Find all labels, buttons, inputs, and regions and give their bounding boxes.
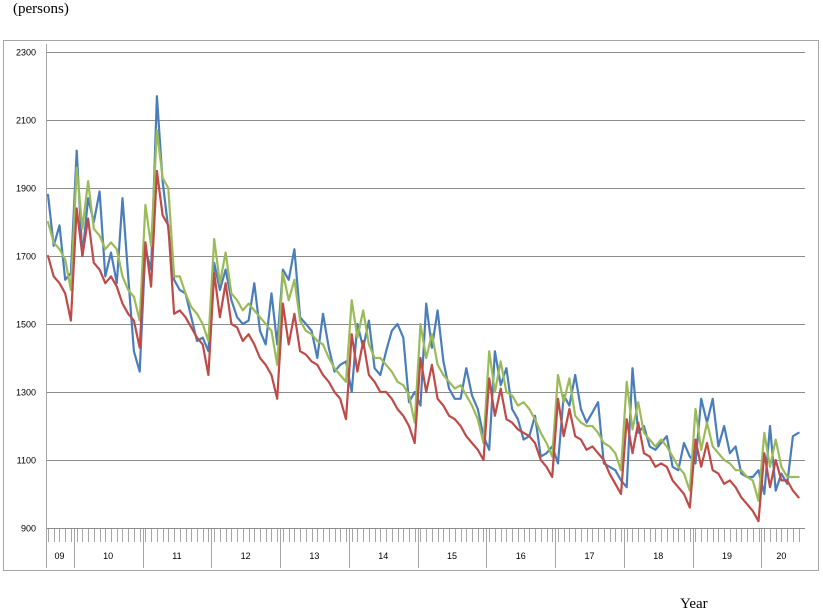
y-tick-label: 1900 [16, 184, 36, 194]
x-axis-title: Year [680, 596, 708, 612]
y-axis: 900 1100 1300 1500 1700 1900 2100 2300 [16, 44, 47, 568]
plot-frame [3, 40, 819, 571]
series-line [46, 129, 800, 502]
y-tick-label: 1700 [16, 252, 36, 262]
x-tick-label: 19 [722, 551, 732, 561]
x-tick-label: 10 [103, 551, 113, 561]
y-tick-label: 1500 [16, 320, 36, 330]
x-tick-label: 17 [584, 551, 594, 561]
y-tick-label: 900 [21, 524, 36, 534]
series-line [46, 169, 800, 523]
x-tick-label: 12 [241, 551, 251, 561]
y-tick-label: 1100 [17, 456, 36, 466]
y-tick-label: 2100 [16, 116, 36, 126]
x-tick-label: 14 [378, 551, 388, 561]
x-axis: 09 10 11 12 13 14 15 16 17 18 19 20 [48, 529, 800, 568]
x-tick-label: 09 [54, 551, 64, 561]
x-tick-label: 16 [516, 551, 526, 561]
y-tick-label: 1300 [16, 388, 36, 398]
x-tick-label: 13 [309, 551, 319, 561]
y-unit-label: (persons) [13, 1, 69, 17]
y-tick-label: 2300 [16, 48, 36, 58]
x-tick-label: 20 [776, 551, 786, 561]
x-tick-label: 11 [172, 551, 181, 561]
x-tick-label: 18 [653, 551, 663, 561]
series-lines [46, 95, 800, 523]
x-tick-label: 15 [447, 551, 457, 561]
